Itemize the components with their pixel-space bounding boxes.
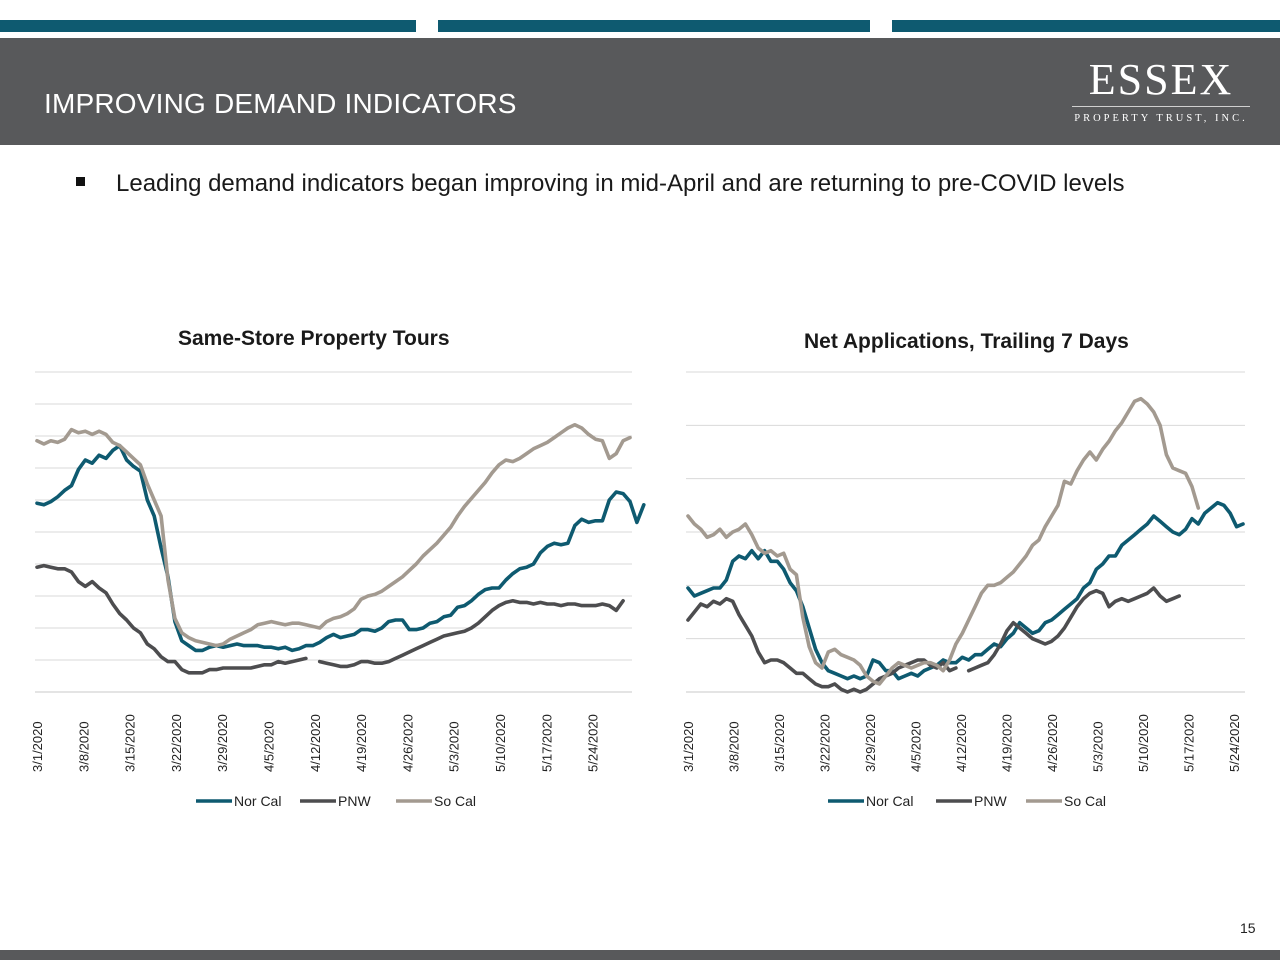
x-tick-label: 4/5/2020 xyxy=(909,721,924,772)
chart-tours: 3/1/2020 3/8/2020 3/15/2020 3/22/2020 3/29/2… xyxy=(30,371,646,809)
logo-subtitle: PROPERTY TRUST, INC. xyxy=(1074,113,1248,124)
page-number: 15 xyxy=(1240,920,1256,936)
series-line-pnw xyxy=(317,598,625,669)
series-line-nor-cal xyxy=(35,443,646,653)
essex-logo: ESSEX PROPERTY TRUST, INC. xyxy=(1072,58,1250,124)
top-accent-bar-right xyxy=(892,20,1280,32)
x-tick-label: 5/17/2020 xyxy=(1182,714,1197,772)
series-line-pnw xyxy=(35,563,308,675)
chart-title-applications: Net Applications, Trailing 7 Days xyxy=(804,330,1129,353)
slide-title: IMPROVING DEMAND INDICATORS xyxy=(44,88,517,119)
series-line-so-cal xyxy=(35,422,632,648)
series-line-so-cal xyxy=(686,396,1201,686)
logo-divider xyxy=(1072,106,1250,107)
series-line-nor-cal xyxy=(686,500,1245,681)
header-banner xyxy=(0,38,1280,145)
top-accent-bar-left xyxy=(0,20,416,32)
x-tick-label: 3/8/2020 xyxy=(76,721,91,772)
x-tick-label: 5/17/2020 xyxy=(539,714,554,772)
x-tick-label: 3/1/2020 xyxy=(681,721,696,772)
x-tick-label: 5/10/2020 xyxy=(1136,714,1151,772)
x-tick-label: 4/26/2020 xyxy=(1045,714,1060,772)
x-tick-label: 4/19/2020 xyxy=(354,714,369,772)
x-tick-label: 4/12/2020 xyxy=(308,714,323,772)
series-line-pnw xyxy=(966,586,1181,673)
x-tick-label: 4/12/2020 xyxy=(954,714,969,772)
chart-title-tours: Same-Store Property Tours xyxy=(178,327,450,350)
x-tick-label: 4/19/2020 xyxy=(1000,714,1015,772)
x-tick-label: 3/1/2020 xyxy=(30,721,45,772)
chart-applications: 3/1/2020 3/8/2020 3/15/2020 3/22/2020 3/29/2… xyxy=(681,371,1245,809)
x-tick-label: 3/15/2020 xyxy=(123,714,138,772)
x-tick-label: 5/3/2020 xyxy=(447,721,462,772)
top-accent-bar-middle xyxy=(438,20,870,32)
square-bullet-icon xyxy=(76,177,85,186)
x-tick-label: 3/15/2020 xyxy=(772,714,787,772)
logo-name: ESSEX xyxy=(1088,55,1234,104)
legend-label-so-cal: So Cal xyxy=(1064,793,1106,809)
x-tick-label: 3/22/2020 xyxy=(818,714,833,772)
legend-label-nor-cal: Nor Cal xyxy=(234,793,281,809)
x-tick-label: 3/29/2020 xyxy=(215,714,230,772)
legend-label-pnw: PNW xyxy=(974,793,1007,809)
bullet-text: Leading demand indicators began improvin… xyxy=(116,170,1125,197)
x-tick-label: 3/22/2020 xyxy=(169,714,184,772)
x-tick-label: 4/26/2020 xyxy=(400,714,415,772)
legend-label-pnw: PNW xyxy=(338,793,371,809)
x-tick-label: 3/29/2020 xyxy=(863,714,878,772)
x-tick-label: 5/3/2020 xyxy=(1091,721,1106,772)
legend-label-nor-cal: Nor Cal xyxy=(866,793,913,809)
legend-label-so-cal: So Cal xyxy=(434,793,476,809)
x-tick-label: 3/8/2020 xyxy=(727,721,742,772)
series-line-pnw xyxy=(686,596,958,694)
x-tick-label: 5/24/2020 xyxy=(1227,714,1242,772)
x-tick-label: 5/10/2020 xyxy=(493,714,508,772)
x-tick-label: 4/5/2020 xyxy=(262,721,277,772)
x-tick-label: 5/24/2020 xyxy=(586,714,601,772)
footer-bar xyxy=(0,950,1280,960)
